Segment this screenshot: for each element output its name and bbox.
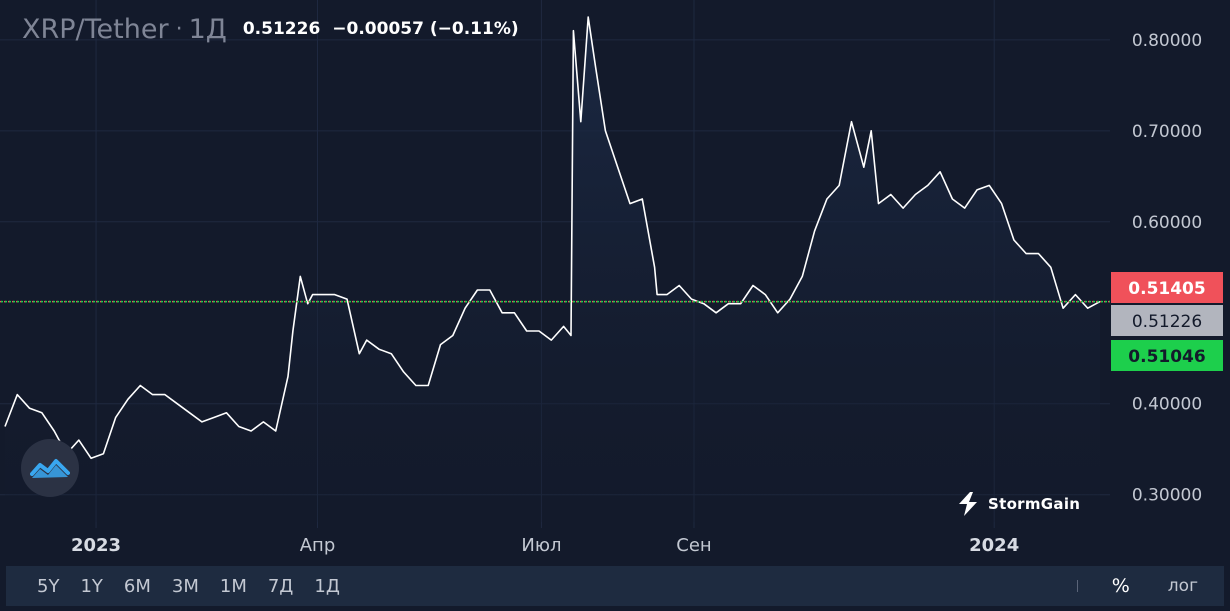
range-3m-button[interactable]: 3M: [171, 575, 199, 597]
price-series-line: [4, 16, 1101, 460]
log-scale-button[interactable]: лог: [1167, 576, 1198, 596]
stormgain-logo-icon: [959, 492, 977, 516]
price-label-text: 0.51226: [1132, 312, 1202, 332]
y-tick-label: 0.80000: [1132, 31, 1202, 51]
x-axis[interactable]: 2023 Апр Июл Сен 2024: [71, 535, 1019, 556]
price-chart[interactable]: 0.30000 0.40000 0.60000 0.70000 0.80000 0.514…: [0, 0, 1230, 565]
chart-line: [4, 16, 1101, 460]
brand-name: StormGain: [988, 495, 1081, 513]
last-price: 0.51226: [242, 19, 321, 39]
range-5y-button[interactable]: 5Y: [37, 575, 60, 597]
chart-logo-button[interactable]: [21, 439, 79, 497]
price-area-fill: [5, 17, 1100, 522]
range-7d-button[interactable]: 7Д: [267, 575, 294, 597]
price-label-0: 0.51405: [1111, 272, 1223, 303]
range-1d-button[interactable]: 1Д: [314, 575, 340, 597]
price-label-text: 0.51046: [1128, 347, 1205, 367]
y-tick-label: 0.40000: [1132, 395, 1202, 415]
price-label-2: 0.51046: [1111, 340, 1223, 371]
range-1m-button[interactable]: 1M: [219, 575, 247, 597]
price-change: −0.00057 (−0.11%): [332, 19, 519, 39]
x-tick-label: 2023: [71, 535, 121, 556]
y-axis[interactable]: 0.30000 0.40000 0.60000 0.70000 0.80000 0.514…: [1111, 31, 1223, 506]
y-tick-label: 0.30000: [1132, 486, 1202, 506]
y-tick-label: 0.60000: [1132, 213, 1202, 233]
price-label-text: 0.51405: [1128, 279, 1205, 299]
legend-separator: ·: [175, 16, 183, 42]
wave-chart-icon: [30, 459, 70, 478]
percent-scale-button[interactable]: %: [1111, 575, 1130, 597]
price-label-1: 0.51226: [1111, 305, 1223, 336]
x-tick-label: 2024: [969, 535, 1019, 556]
scale-options: % лог: [1076, 575, 1224, 597]
price-label-box: [1111, 272, 1223, 303]
y-tick-label: 0.70000: [1132, 122, 1202, 142]
brand-watermark: StormGain: [956, 490, 1080, 518]
range-1y-button[interactable]: 1Y: [80, 575, 103, 597]
range-toolbar: 5Y 1Y 6M 3M 1M 7Д 1Д % лог: [6, 566, 1224, 606]
price-label-box: [1111, 340, 1223, 371]
toolbar-divider: [1076, 580, 1078, 592]
chart-legend: XRP/Tether · 1Д 0.51226 −0.00057 (−0.11%…: [22, 12, 519, 46]
x-tick-label: Июл: [521, 535, 561, 556]
range-6m-button[interactable]: 6M: [123, 575, 151, 597]
x-tick-label: Апр: [300, 535, 336, 556]
x-tick-label: Сен: [676, 535, 711, 556]
chart-area: [5, 17, 1100, 522]
interval-label[interactable]: 1Д: [188, 13, 227, 45]
price-label-box: [1111, 305, 1223, 336]
symbol-name[interactable]: XRP/Tether: [22, 13, 169, 45]
